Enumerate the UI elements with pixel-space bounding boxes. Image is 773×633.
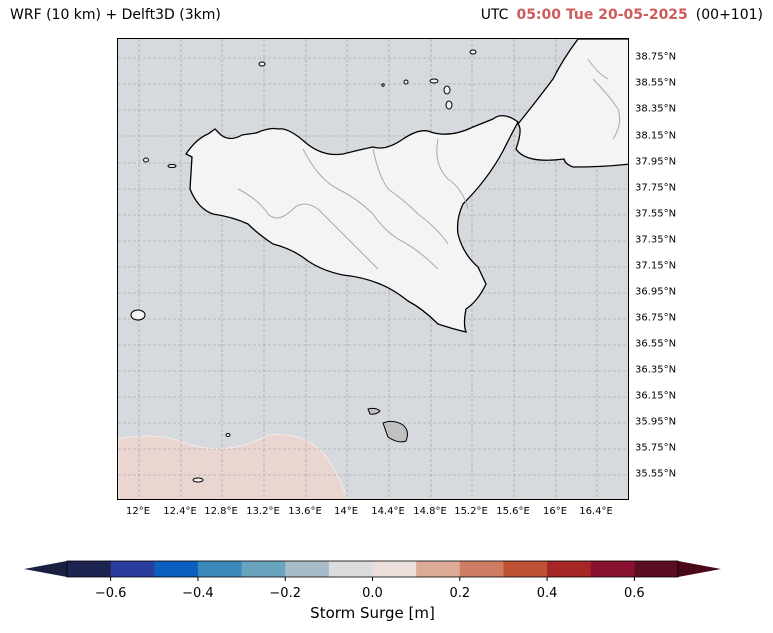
colorbar-tick-label: 0.2 <box>449 586 471 601</box>
sicily <box>185 115 519 333</box>
lat-tick: 37.35°N <box>635 234 677 246</box>
colorbar-bin <box>372 561 417 577</box>
aeolian-islands <box>381 49 477 110</box>
colorbar-extend-high <box>678 561 721 577</box>
colorbar-bin <box>459 561 504 577</box>
forecast-lead: (00+101) <box>695 7 763 23</box>
storm-surge-colorbar <box>24 560 721 581</box>
lat-tick: 36.15°N <box>635 390 677 402</box>
pantelleria <box>130 309 146 321</box>
calabria <box>515 39 628 168</box>
map-title: WRF (10 km) + Delft3D (3km) <box>10 7 221 23</box>
lat-tick: 37.15°N <box>635 260 677 272</box>
map-canvas <box>118 39 628 499</box>
colorbar-bin <box>590 561 635 577</box>
lat-tick: 35.95°N <box>635 416 677 428</box>
colorbar-bin <box>110 561 155 577</box>
colorbar-bin <box>547 561 592 577</box>
lat-tick: 38.75°N <box>635 51 677 63</box>
colorbar-bin <box>285 561 330 577</box>
lon-tick: 13.2°E <box>246 506 280 517</box>
colorbar-bin <box>503 561 548 577</box>
lat-tick: 37.75°N <box>635 182 677 194</box>
lat-tick: 37.95°N <box>635 156 677 168</box>
colorbar-tick-label: 0.4 <box>536 586 558 601</box>
colorbar-bin <box>154 561 199 577</box>
linosa <box>225 433 231 437</box>
colorbar-tick-label: −0.6 <box>94 586 127 601</box>
lon-tick: 15.2°E <box>454 506 488 517</box>
lat-tick: 35.75°N <box>635 442 677 454</box>
malta <box>382 420 408 443</box>
lat-tick: 36.55°N <box>635 338 677 350</box>
lon-tick: 14°E <box>333 506 359 517</box>
favignana <box>167 164 177 168</box>
lon-tick: 16.4°E <box>579 506 613 517</box>
lat-tick: 38.35°N <box>635 103 677 115</box>
colorbar-tick-label: −0.4 <box>182 586 214 601</box>
colorbar-bins <box>67 561 679 577</box>
utc-label: UTC <box>480 7 509 23</box>
colorbar-bin <box>328 561 373 577</box>
lat-tick: 38.15°N <box>635 130 677 142</box>
lon-tick: 14.8°E <box>413 506 447 517</box>
colorbar-bin <box>241 561 286 577</box>
lat-tick: 35.55°N <box>635 468 677 480</box>
lat-tick: 36.75°N <box>635 312 677 324</box>
lat-tick: 36.35°N <box>635 364 677 376</box>
lon-tick: 12°E <box>125 506 151 517</box>
marettimo <box>143 157 149 163</box>
colorbar-bin <box>67 561 112 577</box>
ustica <box>258 61 266 67</box>
lat-tick: 37.55°N <box>635 208 677 220</box>
colorbar-title: Storm Surge [m] <box>310 604 435 622</box>
colorbar-tick-marks <box>110 577 635 581</box>
colorbar-tick-label: −0.2 <box>269 586 301 601</box>
lampedusa <box>192 477 204 483</box>
colorbar-tick-label: 0.6 <box>624 586 645 601</box>
lat-tick: 38.55°N <box>635 77 677 89</box>
colorbar-extend-low <box>24 561 67 577</box>
lon-tick: 16°E <box>542 506 568 517</box>
colorbar-tick-label: 0.0 <box>362 586 383 601</box>
lon-tick: 13.6°E <box>288 506 322 517</box>
lon-tick: 12.4°E <box>163 506 197 517</box>
positive-surge-area <box>118 434 348 499</box>
lon-tick: 14.4°E <box>371 506 405 517</box>
lon-tick: 15.6°E <box>496 506 530 517</box>
valid-time: 05:00 Tue 20-05-2025 <box>516 7 688 23</box>
colorbar-bin <box>197 561 243 577</box>
lat-tick: 36.95°N <box>635 286 677 298</box>
storm-surge-map <box>117 38 629 500</box>
valid-time-title: UTC 05:00 Tue 20-05-2025 (00+101) <box>481 7 763 23</box>
colorbar-bin <box>416 561 461 577</box>
province-borders <box>237 58 621 270</box>
colorbar-bin <box>634 561 679 577</box>
lon-tick: 12.8°E <box>204 506 238 517</box>
gozo <box>367 407 381 415</box>
